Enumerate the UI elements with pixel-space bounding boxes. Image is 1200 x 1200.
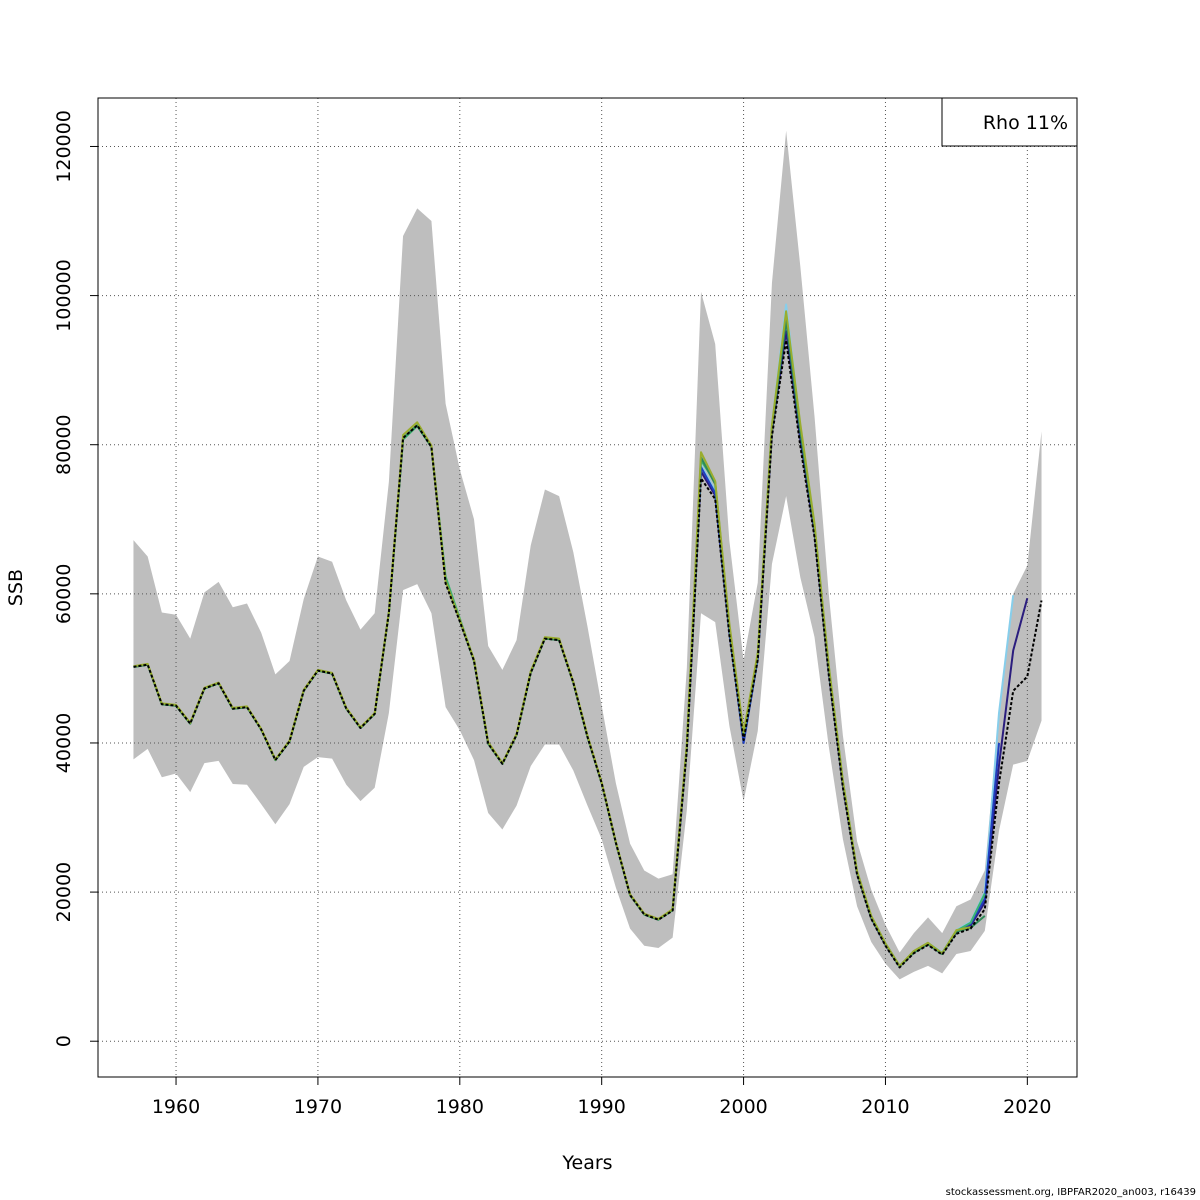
confidence-band-layer bbox=[133, 130, 1042, 980]
series-layer bbox=[133, 303, 1043, 969]
y-tick-label-20000: 20000 bbox=[53, 862, 75, 922]
y-tick-label-0: 0 bbox=[53, 1035, 75, 1047]
x-tick-label-1990: 1990 bbox=[578, 1096, 626, 1118]
legend-box bbox=[941, 97, 1078, 147]
y-tick-label-80000: 80000 bbox=[53, 414, 75, 474]
x-axis: 1960 1970 1980 1990 2000 2010 2020 bbox=[152, 1077, 1052, 1118]
y-tick-label-60000: 60000 bbox=[53, 564, 75, 624]
legend-rho-text: Rho 11% bbox=[983, 112, 1068, 134]
credit-text: stockassessment.org, IBPFAR2020_an003, r… bbox=[945, 1187, 1196, 1198]
y-axis-title: SSB bbox=[5, 569, 27, 606]
y-tick-label-120000: 120000 bbox=[53, 110, 75, 183]
confidence-band bbox=[133, 130, 1042, 980]
series-line-base bbox=[133, 339, 1043, 969]
x-tick-label-1960: 1960 bbox=[152, 1096, 200, 1118]
plot-frame bbox=[97, 97, 1078, 1078]
x-tick-label-2000: 2000 bbox=[719, 1096, 767, 1118]
x-tick-label-2010: 2010 bbox=[861, 1096, 909, 1118]
x-tick-label-1970: 1970 bbox=[294, 1096, 342, 1118]
x-tick-label-1980: 1980 bbox=[436, 1096, 484, 1118]
legend: Rho 11% bbox=[941, 97, 1078, 147]
x-tick-label-2020: 2020 bbox=[1003, 1096, 1051, 1118]
y-tick-label-40000: 40000 bbox=[53, 713, 75, 773]
y-axis: 0 20000 40000 60000 80000 100000 120000 bbox=[53, 110, 98, 1047]
x-axis-title: Years bbox=[561, 1152, 612, 1174]
y-tick-label-100000: 100000 bbox=[53, 259, 75, 332]
series-line-peel6 bbox=[133, 310, 971, 967]
